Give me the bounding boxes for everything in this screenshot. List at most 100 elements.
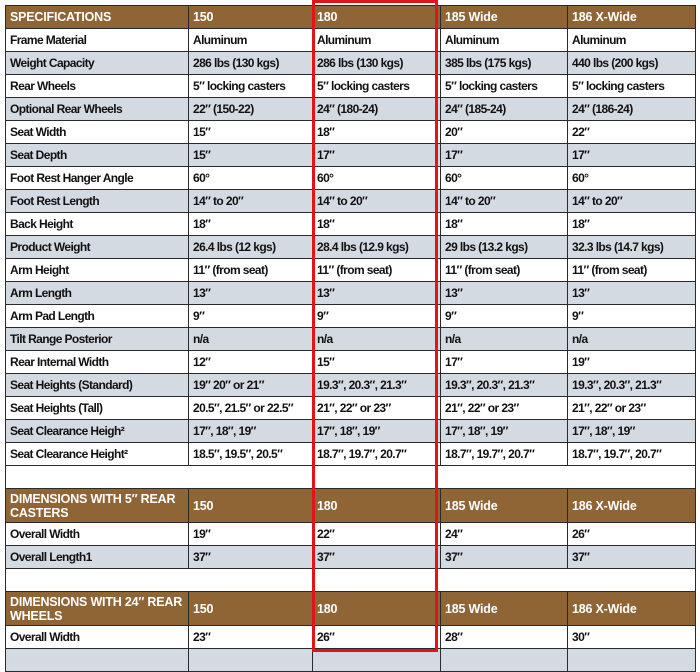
table-row: Seat Clearance Height² 18.5″, 19.5″, 20.5…: [5, 442, 696, 466]
cell: 24″: [440, 522, 568, 546]
cell: 286 lbs (130 kgs): [188, 51, 313, 75]
row-label: Rear Wheels: [5, 74, 189, 98]
table-row: Rear Wheels 5″ locking casters 5″ locking …: [5, 74, 696, 98]
cell: 60°: [188, 166, 313, 190]
cell: [440, 568, 568, 592]
section-header: DIMENSIONS WITH 5″ REAR CASTERS 150 180 185…: [5, 488, 696, 523]
table-row: Rear Internal Width 12″ 15″ 17″ 19″: [5, 350, 696, 374]
cell: 17″, 18″, 19″: [440, 419, 568, 443]
cell: 26.4 lbs (12 kgs): [188, 235, 313, 259]
table-row: Overall Length1 37″ 37″ 37″ 37″: [5, 545, 696, 569]
cell: 24″ (180-24): [312, 97, 441, 121]
spec-table: SPECIFICATIONS 150 180 185 Wide 186 X-Wide Fr…: [5, 5, 696, 672]
cell: 5″ locking casters: [188, 74, 313, 98]
row-label: Overall Length1: [5, 545, 189, 569]
cell: 14″ to 20″: [312, 189, 441, 213]
table-row: Frame Material Aluminum Aluminum Aluminum Al…: [5, 28, 696, 52]
cell: 18″: [312, 120, 441, 144]
row-label: Rear Internal Width: [5, 350, 189, 374]
cell: 19.3″, 20.3″, 21.3″: [567, 373, 696, 397]
cell: 20″: [440, 120, 568, 144]
spacer-row: [5, 568, 696, 592]
cell: 18″: [188, 212, 313, 236]
table-row: Weight Capacity 286 lbs (130 kgs) 286 lbs …: [5, 51, 696, 75]
row-label: Arm Height: [5, 258, 189, 282]
cell: 5″ locking casters: [312, 74, 441, 98]
cell: 19″: [188, 522, 313, 546]
row-label: Foot Rest Length: [5, 189, 189, 213]
row-label: Product Weight: [5, 235, 189, 259]
table-row: Optional Rear Wheels 22″ (150-22) 24″ (180…: [5, 97, 696, 121]
cell: 14″ to 20″: [567, 189, 696, 213]
table-row: Arm Length 13″ 13″ 13″ 13″: [5, 281, 696, 305]
cell: 186 X-Wide: [567, 5, 696, 29]
row-label: Arm Pad Length: [5, 304, 189, 328]
cell: Aluminum: [567, 28, 696, 52]
cell: 440 lbs (200 kgs): [567, 51, 696, 75]
cell: 28″: [440, 625, 568, 649]
cell: 185 Wide: [440, 488, 568, 523]
table-row: Arm Pad Length 9″ 9″ 9″ 9″: [5, 304, 696, 328]
cell: Aluminum: [440, 28, 568, 52]
cell: 26″: [567, 522, 696, 546]
cell: 18.7″, 19.7″, 20.7″: [440, 442, 568, 466]
row-label: Optional Rear Wheels: [5, 97, 189, 121]
row-label: DIMENSIONS WITH 24″ REAR WHEELS: [5, 591, 189, 626]
spacer-row: [5, 465, 696, 489]
cell: 185 Wide: [440, 5, 568, 29]
cell: 186 X-Wide: [567, 591, 696, 626]
row-label: Back Height: [5, 212, 189, 236]
table-row: Foot Rest Hanger Angle 60° 60° 60° 60°: [5, 166, 696, 190]
table-row: Seat Heights (Standard) 19″ 20″ or 21″ 19.…: [5, 373, 696, 397]
row-label: Tilt Range Posterior: [5, 327, 189, 351]
cell: 60°: [440, 166, 568, 190]
cell: 15″: [312, 350, 441, 374]
cell: 9″: [440, 304, 568, 328]
table-row: Product Weight 26.4 lbs (12 kgs) 28.4 lbs …: [5, 235, 696, 259]
cell: 15″: [188, 120, 313, 144]
row-label: Frame Material: [5, 28, 189, 52]
cell: n/a: [567, 327, 696, 351]
cell: 13″: [440, 281, 568, 305]
row-label: SPECIFICATIONS: [5, 5, 189, 29]
cell: 18″: [312, 212, 441, 236]
table-row: Foot Rest Length 14″ to 20″ 14″ to 20″ 14″ …: [5, 189, 696, 213]
cell: 13″: [312, 281, 441, 305]
cell: Aluminum: [312, 28, 441, 52]
table-row: Seat Width 15″ 18″ 20″ 22″: [5, 120, 696, 144]
cell: 17″: [440, 143, 568, 167]
cell: 385 lbs (175 kgs): [440, 51, 568, 75]
cell: 26″: [312, 625, 441, 649]
cell: 20.5″, 21.5″ or 22.5″: [188, 396, 313, 420]
cell: [312, 568, 441, 592]
cell: 21″, 22″ or 23″: [440, 396, 568, 420]
cell: 18″: [440, 212, 568, 236]
cell: 23″: [188, 625, 313, 649]
cell: 11″ (from seat): [312, 258, 441, 282]
cell: 60°: [567, 166, 696, 190]
cell: n/a: [188, 327, 313, 351]
cell: 185 Wide: [440, 591, 568, 626]
section-header: SPECIFICATIONS 150 180 185 Wide 186 X-Wide: [5, 5, 696, 29]
cell: 5″ locking casters: [440, 74, 568, 98]
cell: 18.7″, 19.7″, 20.7″: [567, 442, 696, 466]
table-row: Seat Clearance Heigh² 17″, 18″, 19″ 17″, 1…: [5, 419, 696, 443]
cell: [567, 568, 696, 592]
cell: 21″, 22″ or 23″: [312, 396, 441, 420]
cell: 37″: [440, 545, 568, 569]
cell: 180: [312, 488, 441, 523]
cell: 18.7″, 19.7″, 20.7″: [312, 442, 441, 466]
row-label: Foot Rest Hanger Angle: [5, 166, 189, 190]
cell: [440, 465, 568, 489]
cell: 150: [188, 591, 313, 626]
cell: 14″ to 20″: [440, 189, 568, 213]
cell: 32.3 lbs (14.7 kgs): [567, 235, 696, 259]
table-row: Seat Heights (Tall) 20.5″, 21.5″ or 22.5″…: [5, 396, 696, 420]
cell: 28.4 lbs (12.9 kgs): [312, 235, 441, 259]
cell: 180: [312, 591, 441, 626]
table-row: Back Height 18″ 18″ 18″ 18″: [5, 212, 696, 236]
cell: 22″ (150-22): [188, 97, 313, 121]
cell: 14″ to 20″: [188, 189, 313, 213]
cell: 15″: [188, 143, 313, 167]
cell: 186 X-Wide: [567, 488, 696, 523]
